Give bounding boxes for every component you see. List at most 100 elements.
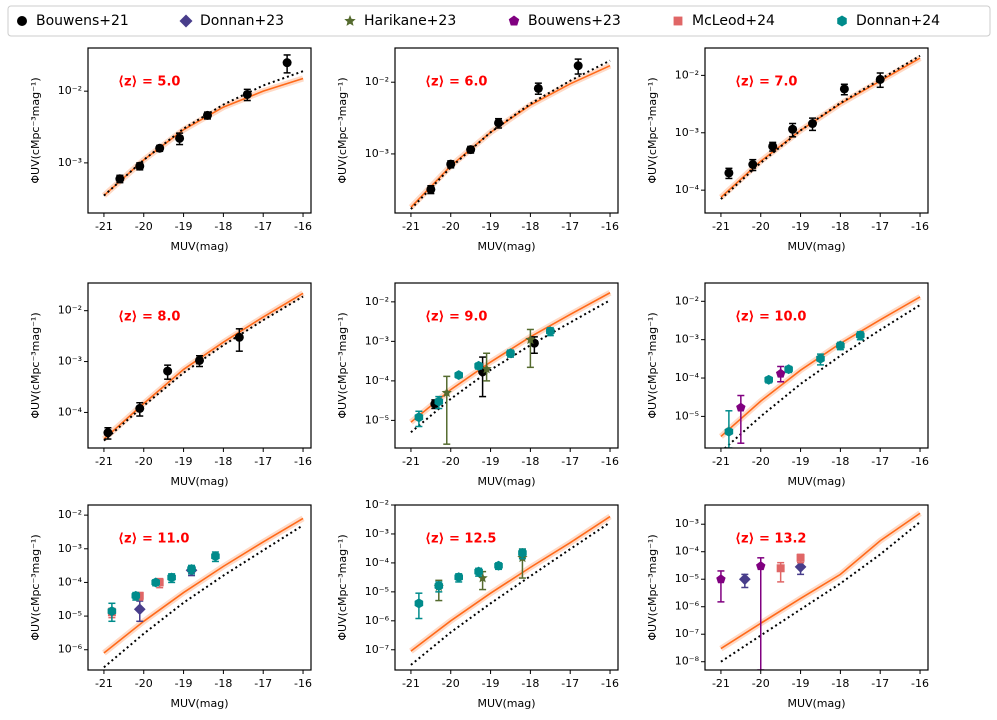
y-tick-label: 10⁻⁵	[365, 585, 389, 598]
data-point	[816, 353, 825, 364]
x-tick-label: -19	[482, 220, 500, 233]
data-point	[107, 606, 117, 617]
data-point	[724, 426, 734, 437]
x-tick-label: -20	[752, 220, 770, 233]
data-point	[533, 83, 543, 93]
y-tick-label: 10⁻³	[365, 334, 389, 347]
axes-frame	[704, 47, 929, 214]
data-point	[724, 168, 734, 178]
data-point	[242, 89, 252, 99]
y-tick-label: 10⁻³	[675, 126, 699, 139]
y-tick-label: 10⁻⁵	[675, 409, 699, 422]
y-tick-label: 10⁻⁵	[58, 609, 82, 622]
data-point	[103, 428, 113, 438]
y-tick-label: 10⁻²	[58, 304, 82, 317]
y-axis-label: ΦUV(cMpc⁻³mag⁻¹)	[29, 77, 42, 183]
panel: -21 -20 -19 -18 -17 -16 10⁻⁶ 10⁻⁵ 10⁻⁴ 10⁻³ 10⁻² MU…	[29, 504, 312, 710]
legend-label: Donnan+24	[856, 13, 940, 29]
data-point	[211, 551, 220, 562]
y-tick-label: 10⁻⁶	[58, 643, 83, 656]
y-tick-label: 10⁻²	[58, 84, 82, 97]
data-point	[163, 366, 173, 376]
y-axis-label: ΦUV(cMpc⁻³mag⁻¹)	[646, 312, 659, 418]
x-tick-label: -18	[831, 455, 849, 468]
data-point	[856, 330, 865, 341]
x-tick-label: -16	[294, 677, 312, 690]
data-point	[494, 118, 504, 128]
model-curve	[410, 64, 611, 208]
x-tick-label: -20	[135, 677, 153, 690]
data-point	[282, 58, 292, 68]
y-axis-label: ΦUV(cMpc⁻³mag⁻¹)	[29, 312, 42, 418]
model-curve	[103, 524, 304, 669]
data-point	[506, 348, 515, 359]
model-curve	[410, 59, 611, 210]
x-tick-label: -16	[601, 677, 619, 690]
model-curve	[720, 512, 921, 650]
data-point	[441, 387, 452, 398]
legend-marker	[837, 15, 847, 27]
y-tick-label: 10⁻⁶	[675, 600, 700, 613]
y-tick-label: 10⁻²	[675, 294, 699, 307]
x-tick-label: -21	[712, 677, 730, 690]
data-point	[414, 412, 424, 423]
x-tick-label: -17	[561, 220, 579, 233]
curves	[408, 59, 612, 210]
data-point	[756, 561, 766, 571]
x-tick-label: -21	[95, 220, 113, 233]
panel-label: ⟨z⟩ = 7.0	[735, 75, 797, 90]
data-point	[788, 124, 798, 134]
x-tick-label: -17	[254, 220, 272, 233]
model-curve	[410, 521, 611, 666]
y-tick-label: 10⁻³	[58, 542, 82, 555]
y-tick-label: 10⁻⁴	[675, 371, 700, 384]
y-tick-label: 10⁻⁴	[58, 405, 83, 418]
data-point	[836, 340, 845, 351]
legend-label: Donnan+23	[200, 13, 284, 29]
x-tick-label: -21	[402, 677, 420, 690]
x-tick-label: -19	[792, 677, 810, 690]
data-point	[202, 110, 212, 120]
x-tick-label: -21	[95, 455, 113, 468]
panel: -21 -20 -19 -18 -17 -16 10⁻⁷ 10⁻⁶ 10⁻⁵ 10⁻⁴ 10⁻³ 10…	[336, 498, 619, 710]
x-tick-label: -20	[442, 455, 460, 468]
data-point	[135, 161, 145, 171]
y-tick-label: 10⁻³	[675, 333, 699, 346]
legend-marker	[17, 16, 27, 26]
data-point	[716, 574, 726, 584]
data-point	[115, 174, 125, 184]
data-point	[518, 548, 527, 558]
data-point	[155, 143, 165, 153]
data-point	[794, 561, 807, 573]
model-curve	[720, 521, 921, 663]
x-tick-label: -20	[135, 220, 153, 233]
legend-marker	[673, 16, 683, 26]
x-tick-label: -16	[601, 455, 619, 468]
y-tick-label: 10⁻⁵	[365, 413, 389, 426]
y-axis-label: ΦUV(cMpc⁻³mag⁻¹)	[336, 534, 349, 640]
x-tick-label: -16	[911, 220, 929, 233]
model-curve	[103, 77, 304, 197]
panel-label: ⟨z⟩ = 8.0	[118, 310, 180, 325]
x-tick-label: -21	[95, 677, 113, 690]
x-tick-label: -16	[294, 220, 312, 233]
x-tick-label: -18	[214, 455, 232, 468]
panel-label: ⟨z⟩ = 10.0	[735, 310, 806, 325]
axes-frame	[704, 504, 929, 671]
x-tick-label: -17	[254, 455, 272, 468]
x-tick-label: -19	[482, 677, 500, 690]
y-tick-label: 10⁻³	[58, 156, 82, 169]
axes-frame	[394, 504, 619, 671]
x-tick-label: -20	[135, 455, 153, 468]
curves	[102, 515, 305, 669]
y-tick-label: 10⁻⁶	[365, 614, 390, 627]
data-point	[434, 396, 444, 407]
x-tick-label: -17	[561, 455, 579, 468]
x-tick-label: -16	[294, 455, 312, 468]
y-tick-label: 10⁻⁴	[675, 545, 700, 558]
data-point	[175, 133, 185, 143]
x-tick-label: -18	[521, 220, 539, 233]
y-axis-label: ΦUV(cMpc⁻³mag⁻¹)	[29, 534, 42, 640]
y-tick-label: 10⁻⁴	[675, 183, 700, 196]
y-tick-label: 10⁻³	[58, 355, 82, 368]
